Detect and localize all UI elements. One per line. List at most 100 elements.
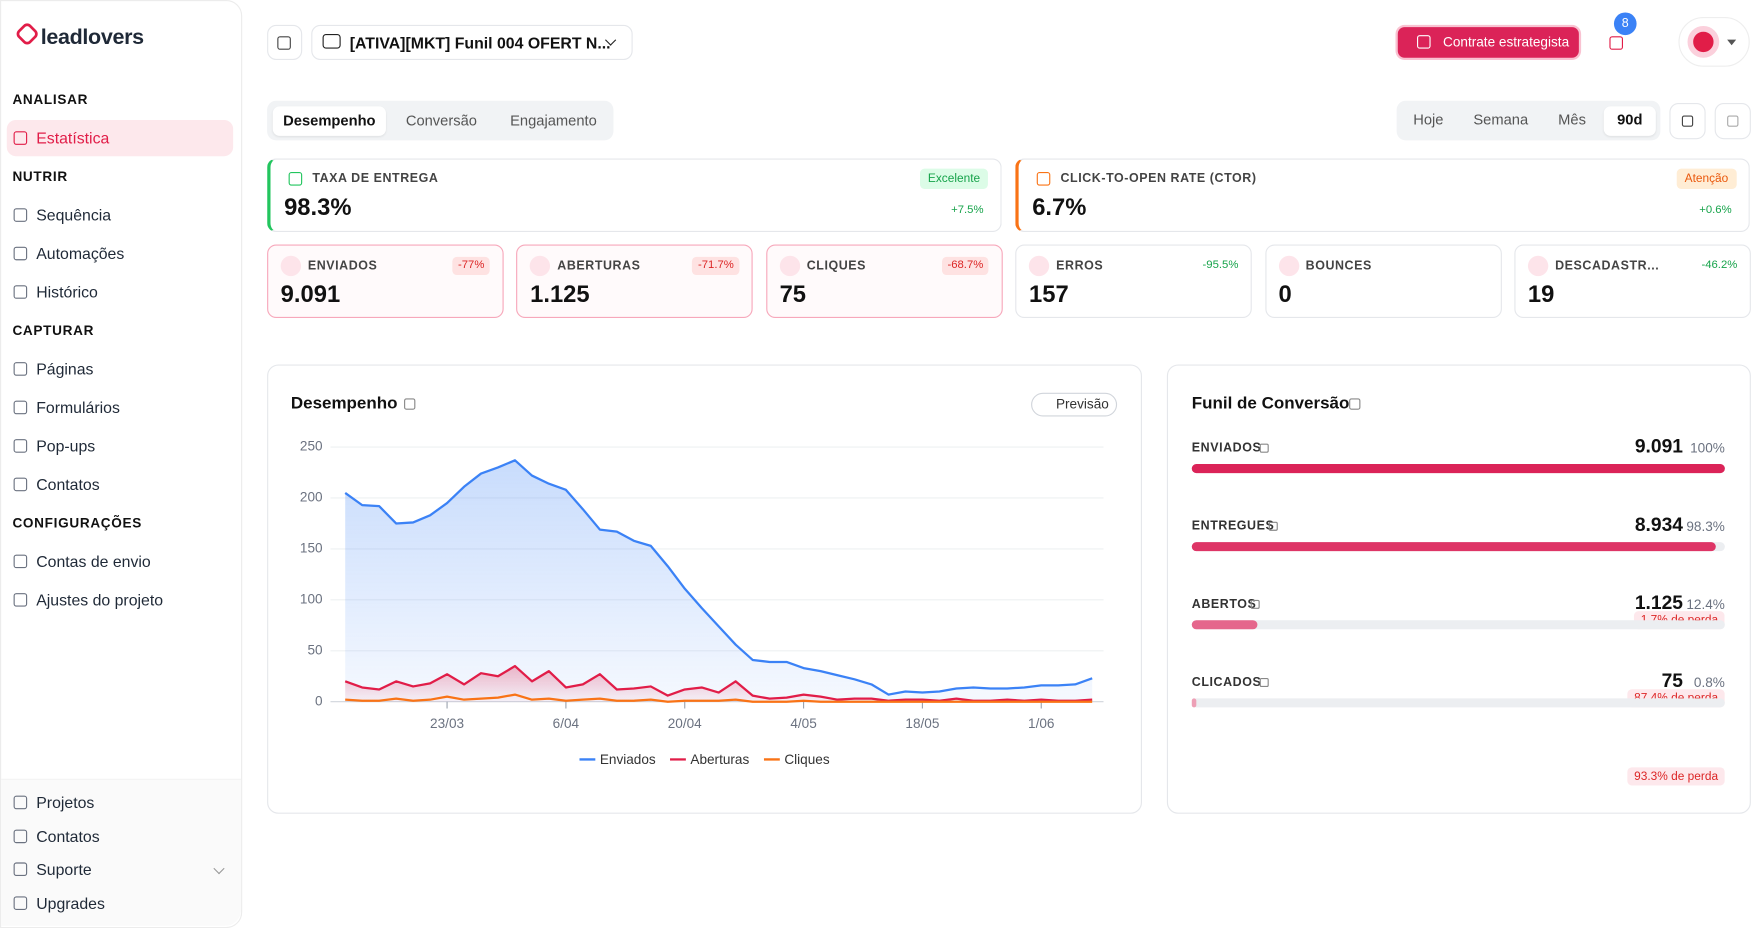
stage-bar xyxy=(1191,464,1725,474)
metric-change: -77% xyxy=(452,256,491,276)
highlight-change: +0.6% xyxy=(1699,203,1732,217)
home-button[interactable] xyxy=(267,24,303,60)
footer-item[interactable]: Projetos xyxy=(36,793,95,812)
tab[interactable]: Desempenho xyxy=(283,112,376,130)
tab[interactable]: Engajamento xyxy=(510,112,597,130)
stage-share: 12.4% xyxy=(1686,596,1725,613)
icon xyxy=(13,246,28,261)
nav-item[interactable]: Pop-ups xyxy=(36,436,96,455)
icon xyxy=(1259,677,1269,688)
footer-item[interactable]: Contatos xyxy=(36,826,100,845)
icon xyxy=(1681,115,1694,127)
metric-card xyxy=(1015,244,1252,319)
refresh-button[interactable] xyxy=(1669,102,1706,140)
icon xyxy=(13,593,28,607)
period[interactable]: 90d xyxy=(1617,110,1643,128)
metric-change: -46.2% xyxy=(1701,259,1738,272)
y-tick-label: 150 xyxy=(300,541,323,556)
icon xyxy=(13,829,28,843)
stage-label: CLICADOS xyxy=(1191,675,1262,690)
nav-item[interactable]: Formulários xyxy=(36,398,120,417)
highlight-value: 6.7% xyxy=(1032,194,1087,221)
icon xyxy=(13,285,28,299)
icon xyxy=(13,895,28,910)
metric-value: 0 xyxy=(1278,281,1292,308)
icon xyxy=(13,439,28,453)
cta-text: Contrate estrategista xyxy=(1443,33,1570,50)
metric-icon xyxy=(779,255,800,277)
icon xyxy=(288,172,303,186)
icon xyxy=(404,398,416,410)
metric-icon xyxy=(1278,255,1299,277)
icon xyxy=(277,36,291,50)
stage-share: 0.8% xyxy=(1693,674,1725,691)
metric-value: 157 xyxy=(1029,281,1069,308)
icon xyxy=(13,362,28,376)
stage-bar xyxy=(1191,542,1716,552)
metric-change: -71.7% xyxy=(692,256,740,276)
stage-share: 98.3% xyxy=(1686,518,1725,535)
metric-value: 19 xyxy=(1527,281,1555,308)
funnel-title: Funil de Conversão xyxy=(1191,393,1350,414)
icon xyxy=(1349,398,1361,410)
highlight-badge: Excelente xyxy=(920,168,989,190)
metric-change: -95.5% xyxy=(1202,259,1239,272)
metric-label: ERROS xyxy=(1056,259,1104,273)
period[interactable]: Hoje xyxy=(1413,110,1444,128)
forecast-button[interactable] xyxy=(1031,392,1118,417)
tab[interactable]: Conversão xyxy=(405,112,477,130)
metric-card xyxy=(765,244,1003,319)
icon xyxy=(1727,115,1739,127)
metric-value: 75 xyxy=(779,281,807,308)
stage-track xyxy=(1191,620,1725,630)
sidebar-footer xyxy=(1,778,242,926)
line xyxy=(344,459,1093,696)
funnel-select[interactable] xyxy=(311,24,633,60)
nav-item[interactable]: Contatos xyxy=(36,475,100,494)
metric-icon xyxy=(1527,255,1549,277)
highlight-change: +7.5% xyxy=(951,203,984,217)
avatar-button[interactable] xyxy=(1678,16,1750,67)
icon xyxy=(1268,521,1278,531)
stage-count: 75 xyxy=(1661,670,1683,692)
line xyxy=(345,693,1093,703)
period[interactable]: Mês xyxy=(1558,110,1586,128)
highlight-label: CLICK-TO-OPEN RATE (CTOR) xyxy=(1060,172,1257,186)
download-button[interactable] xyxy=(1714,102,1751,140)
x-tick-label: 1/06 xyxy=(1028,716,1054,731)
nav-item[interactable]: Sequência xyxy=(36,205,112,225)
stage-bar xyxy=(1191,620,1258,630)
line xyxy=(344,664,1093,702)
metric-card xyxy=(516,244,754,319)
nav-item[interactable]: Estatística xyxy=(36,129,110,148)
metric-label: CLIQUES xyxy=(806,259,867,273)
area xyxy=(345,666,1093,702)
nav-item[interactable]: Automações xyxy=(36,244,125,263)
nav-active[interactable] xyxy=(6,119,234,157)
period[interactable]: Semana xyxy=(1473,110,1529,128)
cta-button[interactable] xyxy=(1397,27,1579,58)
metric-icon xyxy=(530,255,551,277)
x-tick-label: 23/03 xyxy=(430,716,464,731)
nav-item[interactable]: Ajustes do projeto xyxy=(36,590,164,609)
legend-label: Aberturas xyxy=(690,752,749,767)
highlight-label: TAXA DE ENTREGA xyxy=(312,172,439,186)
section-title: NUTRIR xyxy=(12,168,68,185)
footer-item[interactable]: Suporte xyxy=(36,860,92,879)
highlight-card xyxy=(267,158,1002,233)
nav-item[interactable]: Páginas xyxy=(36,359,94,379)
y-tick-label: 0 xyxy=(315,693,323,708)
avatar xyxy=(1687,26,1720,58)
nav-item[interactable]: Histórico xyxy=(36,282,98,302)
nav-item[interactable]: Contas de envio xyxy=(36,552,151,571)
metric-label: BOUNCES xyxy=(1305,259,1372,273)
chart-card xyxy=(267,364,1142,814)
highlight-badge: Atenção xyxy=(1676,168,1737,190)
section-title: CAPTURAR xyxy=(12,322,95,339)
footer-item[interactable]: Upgrades xyxy=(36,893,105,912)
brand: leadlovers xyxy=(40,26,144,50)
badge xyxy=(1613,12,1637,36)
y-tick-label: 200 xyxy=(300,490,323,505)
